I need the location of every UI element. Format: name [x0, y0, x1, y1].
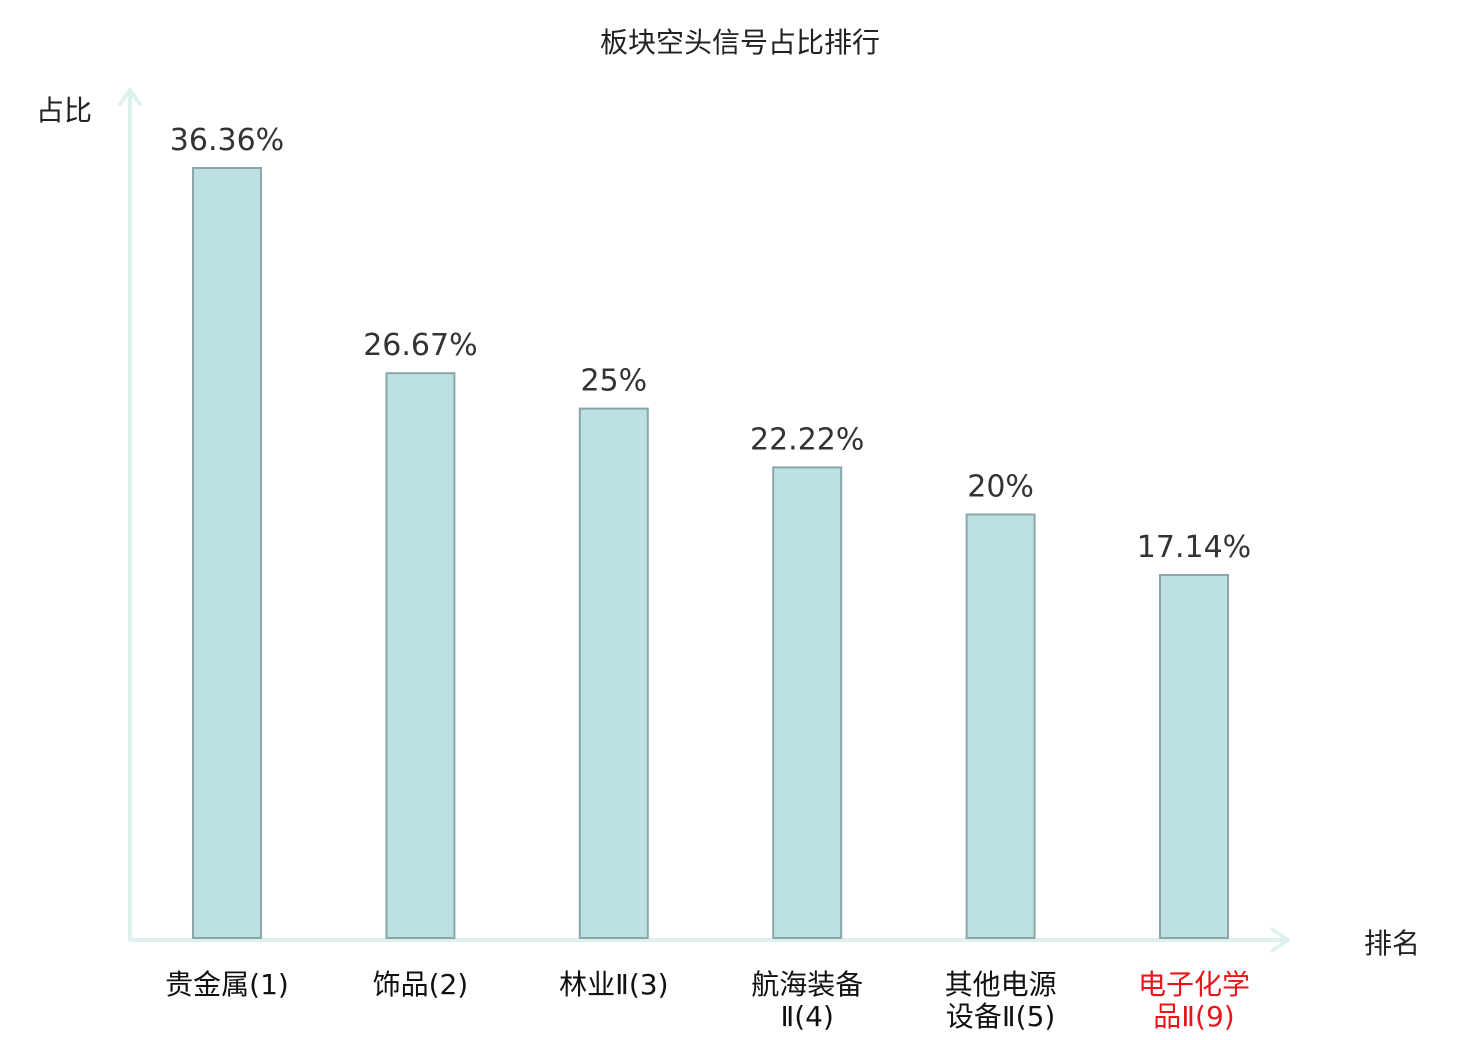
category-tick-label: 航海装备 — [751, 968, 863, 1001]
axes — [118, 88, 1290, 953]
chart-title: 板块空头信号占比排行 — [600, 26, 880, 59]
category-tick-label: 品Ⅱ(9) — [1153, 1000, 1234, 1033]
bar — [965, 513, 1036, 939]
y-axis-label: 占比 — [36, 94, 92, 127]
bar-value-label: 36.36% — [170, 123, 284, 158]
category-tick-label: 电子化学 — [1138, 968, 1250, 1001]
bar-value-label: 25% — [580, 364, 647, 399]
bar — [578, 407, 649, 940]
category-tick-label: 饰品(2) — [373, 968, 469, 1001]
category-tick-label: 其他电源 — [945, 968, 1057, 1001]
bar — [1159, 574, 1229, 939]
category-tick-label: 设备Ⅱ(5) — [946, 1000, 1055, 1033]
bar-value-label: 17.14% — [1137, 530, 1251, 565]
bar-value-label: 26.67% — [363, 328, 477, 363]
category-tick-label: 贵金属(1) — [165, 968, 289, 1001]
bar — [192, 167, 262, 939]
y-axis-arrow-icon — [118, 88, 142, 106]
category-tick-label: Ⅱ(4) — [780, 1000, 833, 1033]
bar-value-label: 20% — [967, 470, 1034, 505]
x-axis-label: 排名 — [1364, 927, 1420, 960]
bar — [385, 372, 456, 939]
x-axis-arrow-icon — [1270, 927, 1290, 953]
bars-group — [192, 167, 1229, 940]
value-labels-group: 36.36% 26.67% 25% 22.22% 20% 17.14% — [170, 123, 1251, 565]
bar-value-label: 22.22% — [750, 422, 864, 457]
category-tick-label: 林业Ⅱ(3) — [559, 968, 668, 1001]
bar — [772, 466, 843, 939]
